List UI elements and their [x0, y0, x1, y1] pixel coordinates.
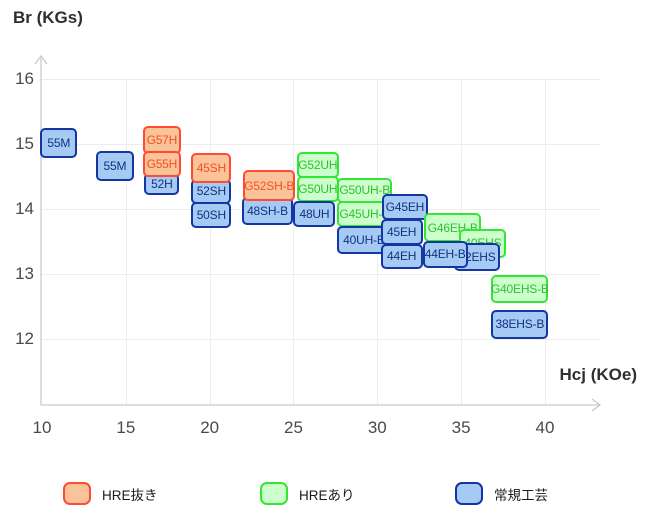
y-axis-arrow-icon — [34, 54, 48, 65]
grade-box-48uh: 48UH — [293, 201, 336, 228]
legend-item-hre-free: HRE抜き — [63, 482, 158, 505]
legend-swatch-hre-free — [63, 482, 91, 505]
grade-box-50sh: 50SH — [191, 201, 232, 228]
x-tick-label-10: 10 — [32, 418, 52, 437]
y-tick-label-16: 16 — [15, 69, 34, 88]
x-tick-label-40: 40 — [535, 418, 555, 437]
grade-box-g55h: G55H — [142, 151, 182, 178]
gridline-y-12 — [41, 339, 601, 340]
x-tick-label-15: 15 — [116, 418, 136, 437]
legend-label-hre-added: HREあり — [299, 487, 355, 503]
y-tick-label-13: 13 — [15, 264, 34, 283]
legend-item-conventional: 常規工芸 — [455, 482, 548, 505]
grade-box-45eh: 45EH — [380, 218, 423, 245]
grade-box-g57h: G57H — [142, 125, 182, 154]
gridline-x-25 — [293, 79, 295, 405]
x-axis-title: Hcj (KOe) — [559, 365, 637, 384]
grade-box-44eh-b: 44EH-B — [422, 240, 468, 269]
gridline-y-13 — [41, 274, 601, 275]
grade-box-38ehs-b: 38EHS-B — [491, 309, 549, 339]
grade-box-g50uh: G50UH — [296, 175, 339, 202]
legend: HRE抜き HREあり 常規工芸 — [0, 478, 645, 512]
x-tick-label-30: 30 — [367, 418, 387, 437]
legend-swatch-conventional — [455, 482, 483, 505]
grade-box-g45eh: G45EH — [382, 194, 428, 221]
grade-box-g52sh-b: G52SH-B — [243, 170, 296, 202]
grade-box-55m: 55M — [95, 151, 135, 182]
grade-box-g40ehs-b: G40EHS-B — [491, 275, 549, 304]
grade-box-48sh-b: 48SH-B — [241, 197, 294, 226]
grade-box-44eh: 44EH — [380, 244, 423, 269]
grade-box-55m: 55M — [40, 127, 78, 159]
gridline-x-20 — [209, 79, 211, 405]
gridline-y-15 — [41, 144, 601, 145]
y-tick-label-15: 15 — [15, 134, 34, 153]
gridline-y-16 — [41, 79, 601, 80]
legend-item-hre-added: HREあり — [260, 482, 355, 505]
gridline-x-40 — [544, 79, 546, 405]
legend-label-conventional: 常規工芸 — [494, 487, 548, 503]
x-tick-label-35: 35 — [451, 418, 471, 437]
legend-label-hre-free: HRE抜き — [102, 487, 158, 503]
y-axis-title: Br (KGs) — [13, 8, 83, 27]
grade-box-g52uh: G52UH — [296, 151, 339, 178]
gridline-x-15 — [125, 79, 127, 405]
legend-swatch-hre-added — [260, 482, 288, 505]
x-axis-arrow-icon — [591, 398, 602, 412]
y-tick-label-12: 12 — [15, 329, 34, 348]
x-tick-label-20: 20 — [200, 418, 220, 437]
y-tick-label-14: 14 — [15, 199, 34, 218]
x-tick-label-25: 25 — [284, 418, 303, 437]
grade-box-45sh: 45SH — [191, 153, 232, 183]
